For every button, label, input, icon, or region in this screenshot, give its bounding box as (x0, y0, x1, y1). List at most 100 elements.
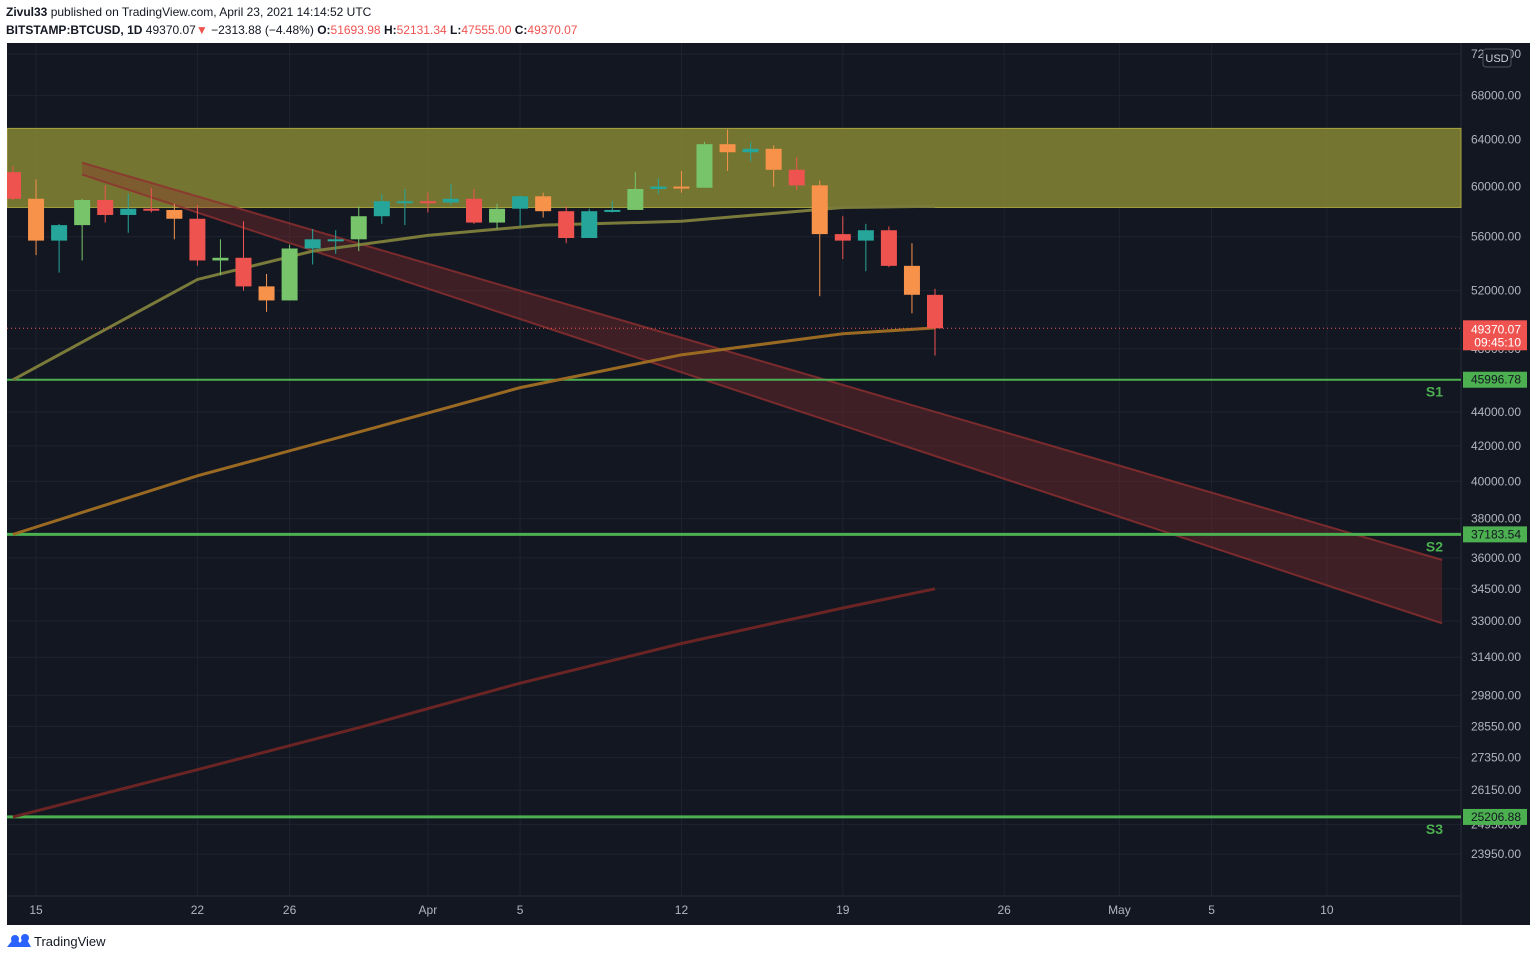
candle-body (97, 200, 114, 215)
y-tick-label: 28550.00 (1471, 719, 1521, 733)
candle-body (535, 196, 552, 212)
channel-upper-line (81, 161, 1443, 561)
candle-body (442, 198, 459, 203)
price-change: −2313.88 (−4.48%) (211, 23, 314, 37)
descending-channel-fill (82, 162, 1443, 624)
x-tick-label: 19 (836, 903, 850, 917)
candle-body (742, 148, 759, 153)
x-tick-label: 15 (29, 903, 43, 917)
y-tick-label: 52000.00 (1471, 284, 1521, 298)
high-value: 52131.34 (396, 23, 447, 37)
ohlc-line: BITSTAMP:BTCUSD, 1D 49370.07▼ −2313.88 (… (6, 22, 577, 38)
candle-body (765, 148, 782, 170)
support-price-tag (1463, 808, 1527, 825)
candle-body (811, 185, 828, 235)
low-value: 47555.00 (461, 23, 512, 37)
candle-body (304, 239, 321, 249)
y-tick-label: 31400.00 (1471, 650, 1521, 664)
candle-body (373, 201, 390, 217)
candle-body (28, 198, 45, 241)
y-tick-label: 36000.00 (1471, 551, 1521, 565)
x-tick-label: 5 (1208, 903, 1215, 917)
y-tick-label: 27350.00 (1471, 751, 1521, 765)
support-label-s1: S1 (1426, 384, 1443, 400)
last-price-tag-label: 49370.07 (1471, 322, 1521, 336)
author-name[interactable]: Zivul33 (6, 5, 48, 19)
price-chart[interactable]: S1S2S372000.0068000.0064000.0060000.0056… (7, 43, 1530, 925)
y-tick-label: 60000.00 (1471, 180, 1521, 194)
brand-name[interactable]: TradingView (34, 933, 106, 949)
candle-body (558, 211, 575, 239)
currency-label: USD (1485, 53, 1508, 65)
candle-body (419, 201, 436, 204)
y-tick-label: 44000.00 (1471, 405, 1521, 419)
candle-body (327, 239, 344, 242)
candle-body (51, 225, 68, 241)
x-tick-label: Apr (419, 903, 438, 917)
low-label: L: (450, 23, 462, 37)
candle-body (719, 144, 736, 153)
y-tick-label: 38000.00 (1471, 512, 1521, 526)
channel-lower-line (81, 173, 1443, 625)
x-tick-label: 5 (517, 903, 524, 917)
resistance-zone (7, 127, 1462, 208)
x-tick-label: 26 (997, 903, 1011, 917)
candle-body (166, 209, 183, 219)
candle-body (74, 200, 91, 226)
y-tick-label: 64000.00 (1471, 133, 1521, 147)
candle-body (927, 294, 943, 329)
x-tick-label: 10 (1320, 903, 1334, 917)
candle-body (512, 196, 529, 209)
support-price-tag-label: 37183.54 (1471, 527, 1521, 541)
candle-body (903, 265, 920, 295)
candle-body (350, 216, 367, 240)
candle-body (857, 230, 874, 241)
support-label-s2: S2 (1426, 538, 1443, 554)
open-label: O: (317, 23, 331, 37)
candle-body (143, 208, 160, 211)
candle-body (581, 211, 598, 239)
y-tick-label: 42000.00 (1471, 439, 1521, 453)
candle-body (834, 234, 851, 241)
high-label: H: (383, 23, 397, 37)
x-tick-label: 26 (283, 903, 297, 917)
symbol-label[interactable]: BITSTAMP:BTCUSD, 1D (6, 23, 143, 37)
candle-body (696, 144, 713, 188)
y-tick-label: 56000.00 (1471, 230, 1521, 244)
candle-body (650, 186, 667, 189)
candle-body (788, 169, 805, 186)
currency-badge (1482, 48, 1512, 68)
x-tick-label: 22 (191, 903, 205, 917)
candle-body (189, 218, 206, 261)
candle-body (235, 257, 252, 287)
candle-body (489, 208, 506, 223)
candle-body (673, 186, 690, 189)
y-tick-label: 29800.00 (1471, 688, 1521, 702)
last-price: 49370.07 (145, 23, 196, 37)
open-value: 51693.98 (330, 23, 381, 37)
candle-body (627, 188, 644, 210)
countdown-label: 09:45:10 (1474, 335, 1521, 349)
x-tick-label: May (1108, 903, 1131, 917)
candle-body (7, 172, 21, 199)
support-label-s3: S3 (1426, 821, 1443, 837)
candle-body (396, 201, 413, 204)
publish-line: Zivul33 published on TradingView.com, Ap… (6, 4, 577, 20)
candle-body (281, 248, 298, 301)
chart-area[interactable]: S1S2S372000.0068000.0064000.0060000.0056… (7, 43, 1530, 925)
y-tick-label: 26150.00 (1471, 783, 1521, 797)
y-tick-label: 40000.00 (1471, 474, 1521, 488)
close-label: C: (514, 23, 528, 37)
tradingview-logo-icon[interactable] (6, 932, 32, 950)
last-price-tag (1463, 320, 1527, 351)
y-tick-label: 68000.00 (1471, 89, 1521, 103)
x-tick-label: 12 (675, 903, 689, 917)
moving-average-line (12, 326, 936, 536)
candle-body (466, 198, 482, 223)
candle-body (258, 286, 275, 301)
change-arrow-icon: ▼ (195, 23, 208, 37)
y-tick-label: 23950.00 (1471, 847, 1521, 861)
candle-body (120, 208, 137, 215)
support-price-tag-label: 45996.78 (1471, 373, 1521, 387)
candle-body (604, 209, 621, 212)
